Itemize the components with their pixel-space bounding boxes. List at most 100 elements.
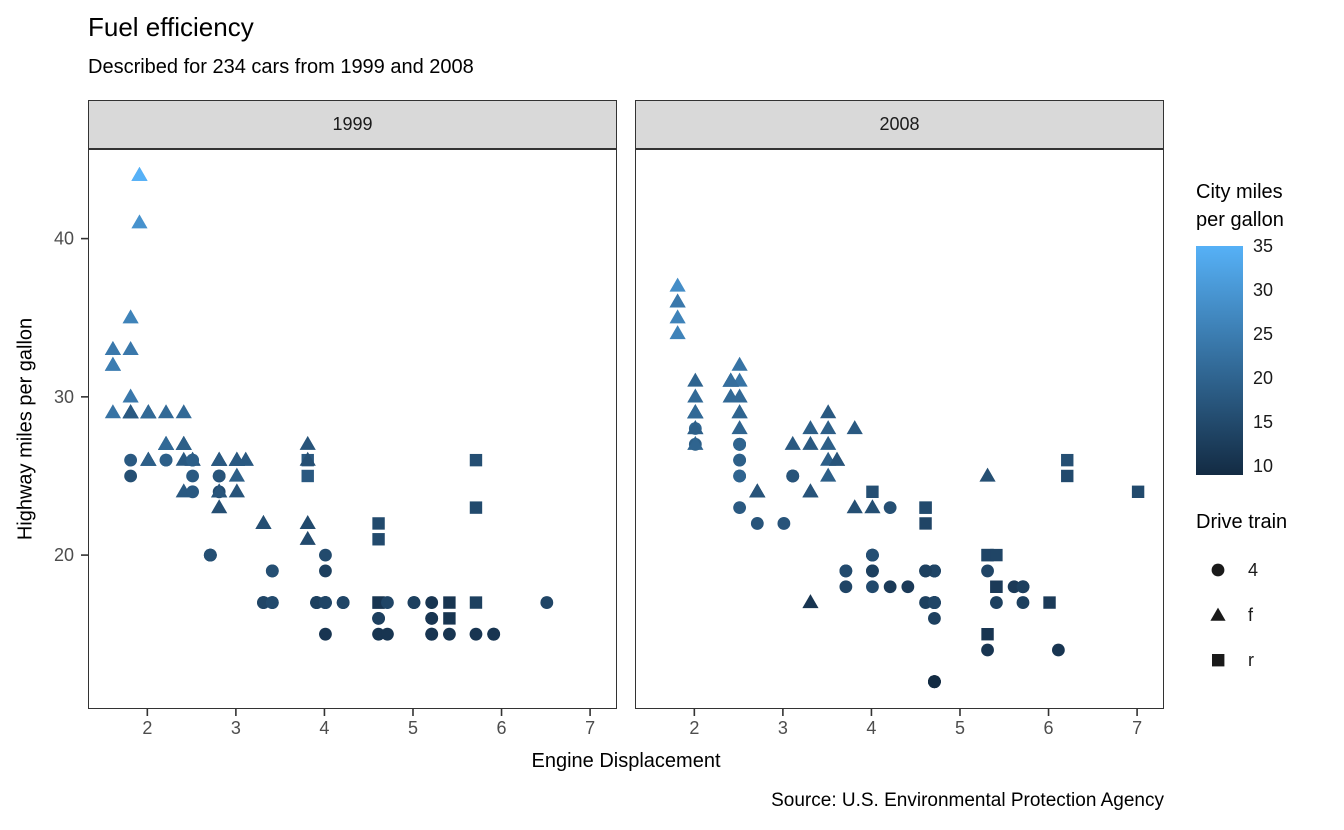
shape-legend-label-f: f [1248, 604, 1254, 625]
data-point-circle [443, 627, 456, 641]
data-point-triangle [731, 388, 748, 403]
color-legend-title: City miles per gallon [1196, 178, 1284, 234]
data-point-square [1061, 469, 1074, 483]
data-point-circle [425, 611, 439, 625]
data-point-square [469, 501, 483, 514]
data-point-circle [866, 564, 879, 578]
data-point-square [1131, 485, 1145, 498]
data-point-triangle [784, 435, 801, 450]
data-point-triangle [140, 404, 157, 419]
data-point-triangle [731, 356, 748, 371]
data-point-triangle [122, 340, 139, 355]
circle-marker-icon [1200, 559, 1236, 581]
color-legend-title-line2: per gallon [1196, 209, 1284, 231]
data-point-triangle [104, 404, 122, 419]
data-point-square [372, 596, 385, 609]
x-tick-label: 7 [585, 718, 595, 738]
data-point-circle [540, 596, 554, 609]
x-axis-title: Engine Displacement [531, 750, 721, 772]
data-point-circle [407, 596, 421, 609]
data-point-circle [839, 564, 853, 578]
data-point-triangle [828, 451, 846, 466]
x-tick-label: 7 [1132, 718, 1142, 738]
data-point-triangle [228, 467, 245, 482]
data-point-circle [919, 596, 932, 609]
data-point-circle [1016, 596, 1030, 609]
data-point-circle [901, 580, 915, 594]
data-point-triangle [104, 356, 122, 371]
data-point-square [919, 501, 932, 514]
data-point-circle [124, 453, 138, 467]
data-point-triangle [669, 293, 686, 308]
data-point-triangle [802, 594, 819, 609]
data-point-triangle [687, 404, 704, 419]
data-point-circle [733, 501, 747, 515]
data-point-square [990, 548, 1003, 562]
data-point-circle [1007, 580, 1021, 594]
data-point-triangle [731, 404, 748, 419]
data-point-circle [425, 627, 439, 641]
data-point-triangle [802, 435, 819, 450]
data-point-triangle [122, 309, 139, 324]
page-subtitle: Described for 234 cars from 1999 and 200… [88, 56, 474, 78]
data-point-circle [777, 517, 791, 530]
data-point-triangle [157, 404, 175, 419]
data-point-square [469, 596, 483, 609]
data-point-triangle [846, 499, 863, 514]
colorbar-tick-label: 20 [1253, 368, 1273, 388]
data-point-triangle [140, 451, 157, 466]
data-point-circle [212, 469, 226, 483]
data-point-triangle [299, 515, 316, 530]
data-point-triangle [122, 404, 139, 419]
data-point-circle [381, 627, 394, 641]
data-point-circle [487, 627, 501, 641]
x-tick-label: 4 [319, 718, 329, 738]
data-point-circle [866, 548, 879, 562]
shape-legend-title: Drive train [1196, 511, 1288, 533]
data-point-square [981, 628, 994, 641]
shape-legend-item-f: f [1200, 597, 1253, 633]
data-point-circle [319, 548, 332, 562]
data-point-square [1061, 453, 1074, 467]
shape-legend-label-4: 4 [1248, 559, 1259, 580]
facet-strip-1999-label: 1999 [332, 114, 373, 134]
facet-strip-2008-label: 2008 [879, 114, 920, 134]
data-point-circle [381, 596, 394, 609]
colorbar-tick-label: 35 [1253, 236, 1273, 256]
data-point-circle [319, 564, 332, 578]
data-point-square [443, 612, 456, 625]
data-point-circle [733, 453, 747, 467]
scatter-points-1999 [104, 166, 554, 641]
data-point-circle [186, 453, 200, 467]
data-point-circle [866, 580, 879, 594]
x-tick-label: 3 [231, 718, 241, 738]
shape-legend-item-4: 4 [1200, 552, 1258, 588]
data-point-circle [124, 469, 138, 483]
data-point-square [443, 596, 456, 609]
data-point-triangle [104, 340, 122, 355]
data-point-triangle [687, 420, 704, 435]
page-title: Fuel efficiency [88, 12, 254, 42]
data-point-square [866, 485, 879, 498]
data-point-triangle [802, 483, 819, 498]
data-point-circle [883, 580, 897, 594]
data-point-triangle [299, 451, 316, 466]
colorbar-gradient [1196, 246, 1243, 475]
data-point-circle [372, 611, 385, 625]
data-point-circle [186, 469, 200, 483]
colorbar-tick-label: 25 [1253, 324, 1273, 344]
data-point-circle [372, 627, 385, 641]
data-point-triangle [669, 277, 686, 292]
y-tick-label: 30 [54, 387, 74, 407]
data-point-circle [928, 675, 941, 689]
color-legend-title-line1: City miles [1196, 181, 1283, 203]
data-point-circle [159, 453, 173, 467]
data-point-circle [265, 564, 279, 578]
data-point-triangle [669, 325, 686, 340]
data-point-triangle [211, 499, 228, 514]
data-point-circle [319, 596, 332, 609]
data-point-triangle [157, 435, 175, 450]
data-point-triangle [175, 404, 192, 419]
x-tick-label: 3 [778, 718, 788, 738]
x-tick-label: 6 [1044, 718, 1054, 738]
